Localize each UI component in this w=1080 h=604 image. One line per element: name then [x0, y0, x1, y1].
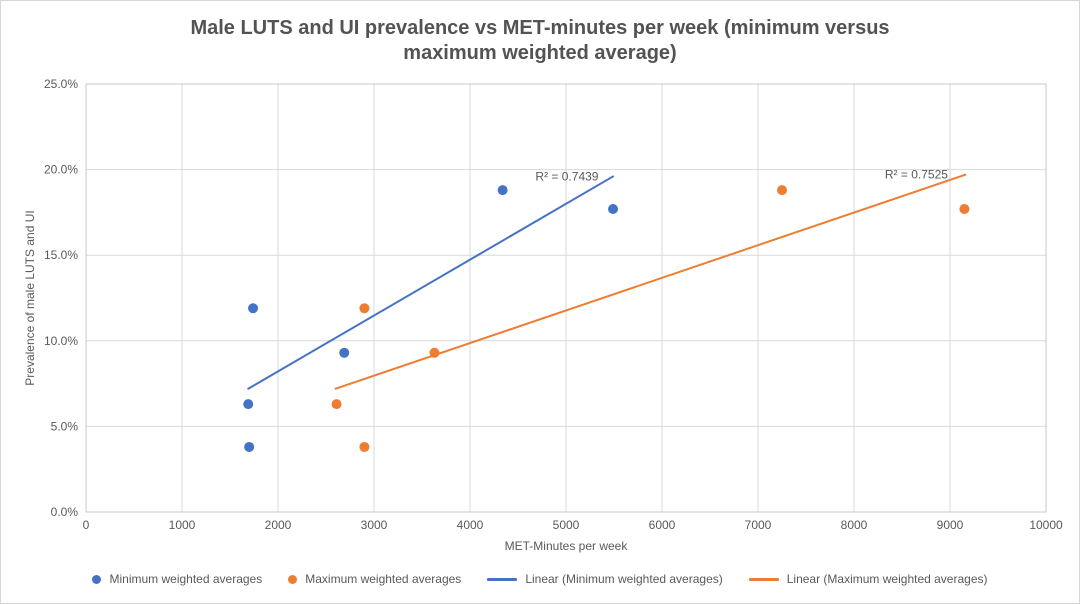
data-point: [248, 303, 259, 314]
chart-title-line-2: maximum weighted average): [403, 42, 677, 64]
data-point: [359, 441, 370, 452]
legend-label-linear-max: Linear (Maximum weighted averages): [786, 572, 988, 586]
data-point: [339, 347, 350, 358]
data-point: [497, 185, 508, 196]
x-tick-label: 6000: [649, 518, 676, 532]
legend-line-icon-linear-min: [487, 577, 518, 581]
x-tick-label: 5000: [553, 518, 580, 532]
legend-label-min: Minimum weighted averages: [109, 572, 263, 586]
x-tick-label: 7000: [745, 518, 772, 532]
x-tick-label: 4000: [457, 518, 484, 532]
y-tick-label: 20.0%: [44, 163, 78, 177]
r-squared-label: R² = 0.7439: [535, 169, 598, 183]
x-tick-label: 0: [83, 518, 90, 532]
y-tick-label: 25.0%: [44, 77, 78, 91]
legend-item-linear-min: Linear (Minimum weighted averages): [487, 572, 723, 586]
data-point: [243, 399, 254, 410]
x-tick-label: 1000: [169, 518, 196, 532]
legend-label-max: Maximum weighted averages: [305, 572, 462, 586]
data-point: [359, 303, 370, 314]
legend-label-linear-min: Linear (Minimum weighted averages): [525, 572, 723, 586]
y-axis-title: Prevalence of male LUTS and UI: [23, 210, 37, 386]
legend-dot-icon-max: [288, 574, 298, 584]
x-tick-label: 10000: [1029, 518, 1063, 532]
data-point: [777, 185, 787, 196]
r-squared-label: R² = 0.7525: [885, 168, 948, 182]
chart-title: Male LUTS and UI prevalence vs MET-minut…: [1, 16, 1079, 66]
legend-item-max-series: Maximum weighted averages: [288, 572, 461, 586]
data-point: [331, 399, 342, 410]
data-point: [429, 347, 440, 358]
data-point: [244, 441, 255, 452]
plot-border: [85, 83, 1047, 513]
trendline: [247, 175, 615, 390]
legend: Minimum weighted averages Maximum weight…: [1, 572, 1079, 586]
x-axis-title: MET-Minutes per week: [504, 539, 628, 553]
legend-item-linear-max: Linear (Maximum weighted averages): [748, 572, 988, 586]
x-tick-label: 2000: [265, 518, 292, 532]
x-tick-label: 9000: [937, 518, 964, 532]
y-tick-label: 15.0%: [44, 248, 78, 262]
y-tick-label: 0.0%: [51, 505, 79, 519]
x-tick-label: 8000: [841, 518, 868, 532]
trendline: [334, 173, 967, 390]
legend-dot-icon-min: [92, 574, 102, 584]
data-point: [608, 203, 619, 214]
y-tick-label: 10.0%: [44, 334, 78, 348]
y-tick-label: 5.0%: [51, 419, 79, 433]
legend-line-icon-linear-max: [748, 577, 779, 581]
data-point: [959, 203, 970, 214]
legend-item-min-series: Minimum weighted averages: [92, 572, 262, 586]
chart-title-line-1: Male LUTS and UI prevalence vs MET-minut…: [190, 17, 890, 39]
x-tick-label: 3000: [361, 518, 388, 532]
